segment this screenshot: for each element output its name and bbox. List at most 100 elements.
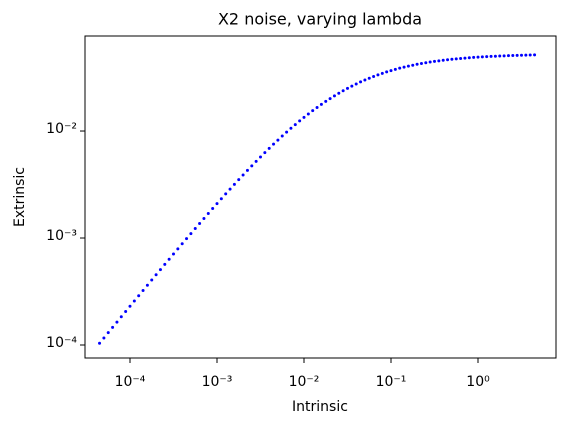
y-tick-label: 10⁻² [46,121,77,137]
point [263,151,267,155]
point [306,112,310,116]
point [472,55,476,59]
x-tick-label: 10⁻⁴ [115,374,146,390]
point [428,60,432,64]
point [215,202,219,206]
y-tick-label: 10⁻⁴ [46,335,77,351]
point [415,62,419,66]
point [98,341,102,345]
point [437,59,441,63]
point [419,61,423,65]
point [424,61,428,65]
point [111,325,115,329]
point [158,268,162,272]
point [232,182,236,186]
point [258,155,262,159]
point [372,74,376,78]
point [350,84,354,88]
point [402,65,406,69]
point [132,299,136,303]
point [359,80,363,84]
y-tick-label: 10⁻³ [46,228,77,244]
x-tick-label: 10⁻³ [202,374,233,390]
point [411,63,415,67]
point [285,130,289,134]
point [459,56,463,60]
point [141,288,145,292]
point [398,66,402,70]
point [293,123,297,127]
point [106,331,110,335]
point [446,58,450,62]
point [476,55,480,59]
point [276,138,280,142]
point [406,64,410,68]
point [480,55,484,59]
point [489,54,493,58]
point [385,70,389,74]
point [328,97,332,101]
point [176,247,180,251]
point [171,252,175,256]
point [432,59,436,63]
point [202,216,206,220]
point [524,53,528,57]
point [463,56,467,60]
point [193,227,197,231]
point [228,187,232,191]
point [367,76,371,80]
chart-title: X2 noise, varying lambda [218,10,422,29]
point [454,57,458,61]
point [502,54,506,58]
point [145,283,149,287]
point [289,126,293,130]
point [311,109,315,113]
point [150,278,154,282]
point [298,119,302,123]
point [450,57,454,61]
point [337,91,341,95]
point [389,69,393,73]
point [254,159,258,163]
point [185,237,189,241]
point [124,310,128,314]
point [341,89,345,93]
point [345,86,349,90]
point [267,146,271,150]
point [137,294,141,298]
point [198,221,202,225]
point [528,53,532,57]
point [206,211,210,215]
point [380,71,384,75]
point [211,207,215,211]
point [498,54,502,58]
point [515,53,519,57]
point [302,115,306,119]
point [485,55,489,59]
point [511,54,515,58]
point [245,168,249,172]
point [363,78,367,82]
point [250,164,254,168]
point [467,56,471,60]
point [102,336,106,340]
point [154,273,158,277]
point [506,54,510,58]
point [189,232,193,236]
point [224,192,228,196]
point [354,82,358,86]
point [519,53,523,57]
point [241,173,245,177]
point [180,242,184,246]
y-axis-label: Extrinsic [12,167,28,227]
point [376,73,380,77]
point [272,142,276,146]
point [167,257,171,261]
point [324,99,328,103]
point [163,262,167,266]
x-tick-label: 10⁰ [466,374,490,390]
point [393,67,397,71]
x-axis-label: Intrinsic [292,399,348,415]
point [315,105,319,109]
point [128,304,132,308]
